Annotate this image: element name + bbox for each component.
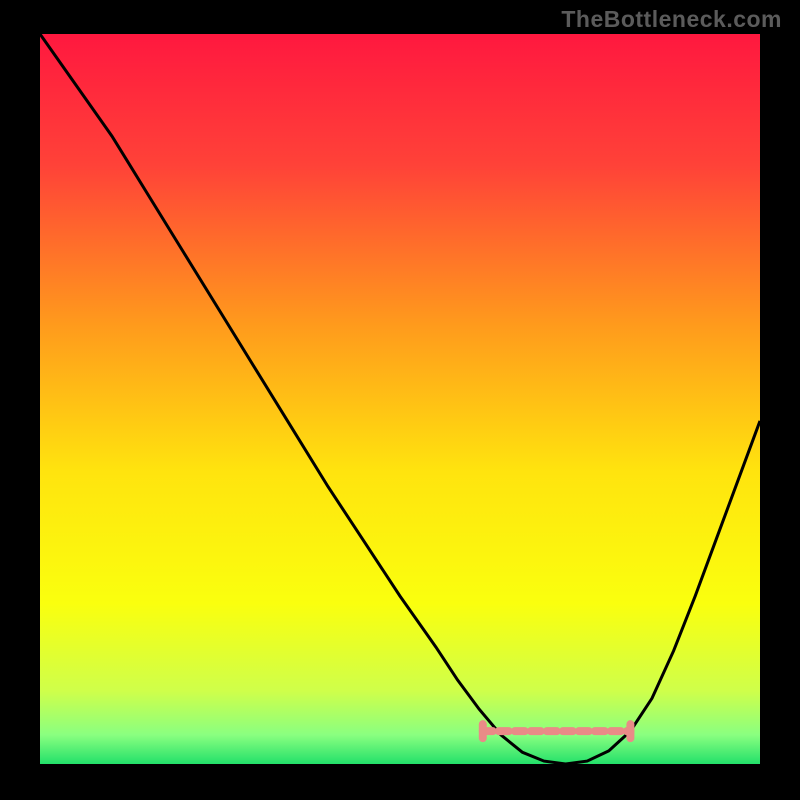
chart-frame: TheBottleneck.com — [0, 0, 800, 800]
watermark-text: TheBottleneck.com — [561, 6, 782, 33]
bottleneck-curve-path — [40, 34, 760, 764]
bottleneck-curve-svg — [40, 34, 760, 764]
plot-area — [40, 34, 760, 764]
